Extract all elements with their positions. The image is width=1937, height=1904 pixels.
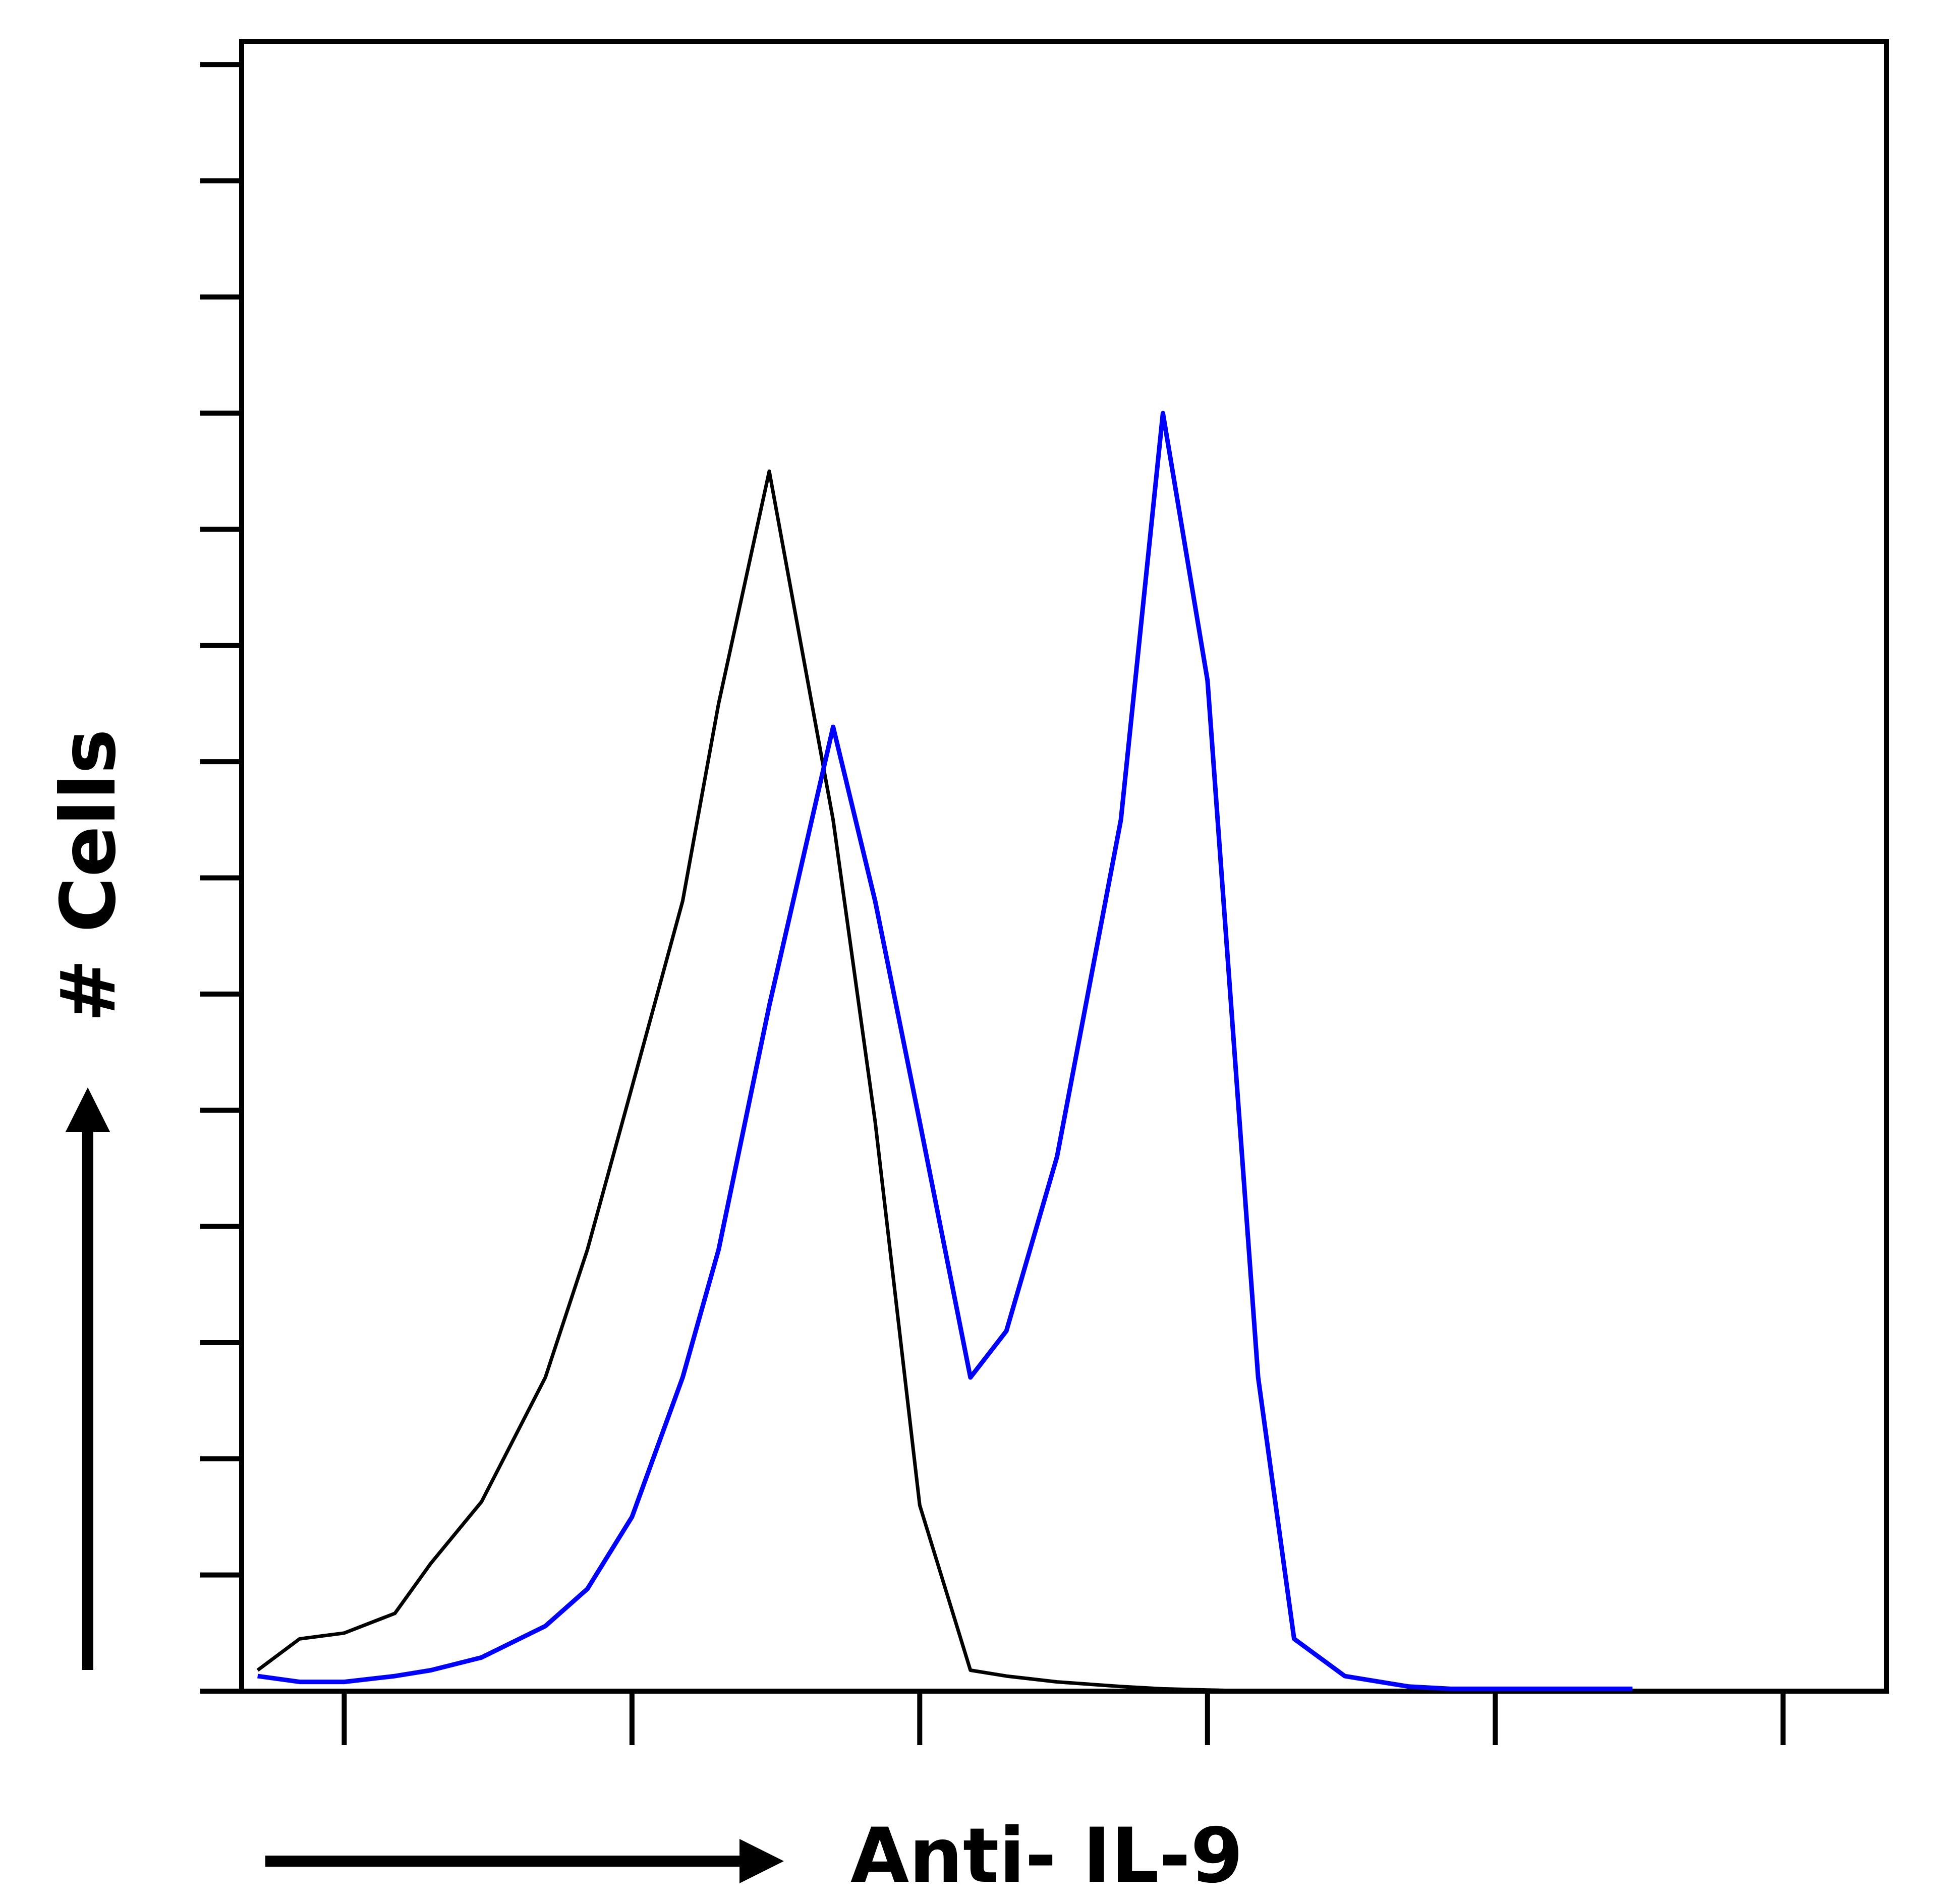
y-axis-label: # Cells [45, 729, 133, 1022]
series-line [256, 469, 1633, 1693]
x-axis-label: Anti- IL-9 [850, 1812, 1243, 1900]
plot-frame [239, 39, 1889, 1694]
series-line [257, 411, 1633, 1691]
